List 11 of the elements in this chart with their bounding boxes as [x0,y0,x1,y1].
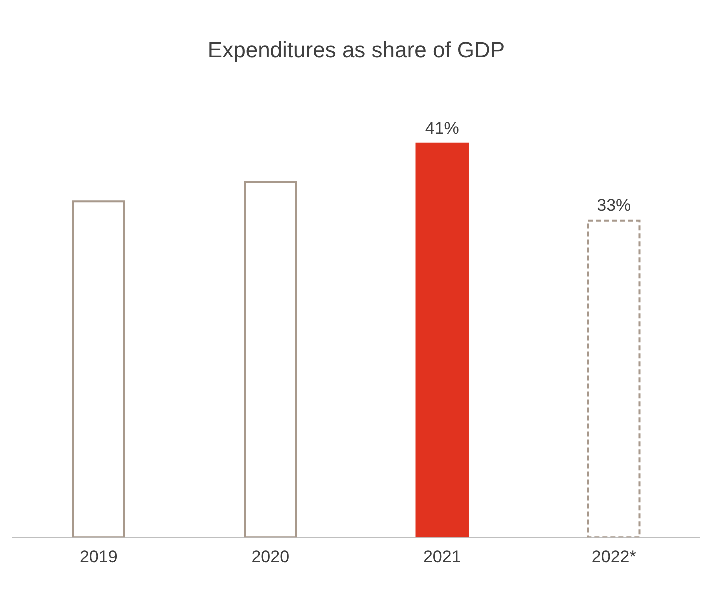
x-tick-label: 2020 [252,547,290,566]
x-tick-label: 2021 [423,547,462,566]
x-tick-label: 2022* [592,547,637,566]
data-label: 41% [425,119,460,138]
bar [244,181,298,538]
bar [72,200,126,538]
bar [416,142,469,538]
chart-title: Expenditures as share of GDP [208,37,506,62]
x-tick-label: 2019 [80,547,118,566]
bar [588,220,641,538]
data-label: 33% [597,196,632,216]
